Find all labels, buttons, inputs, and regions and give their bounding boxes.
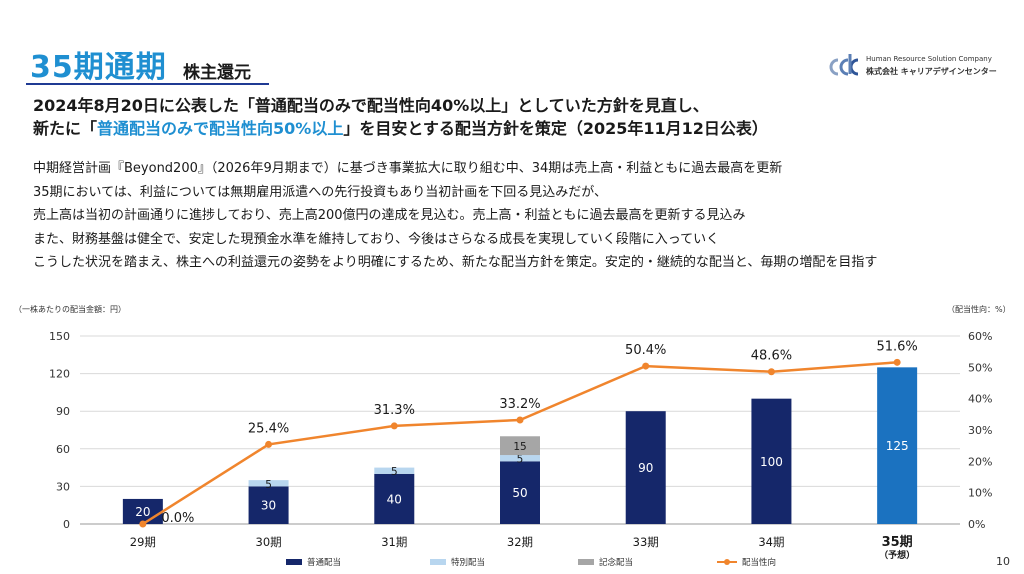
bar-segment <box>374 467 415 474</box>
page-title: 35期通期 <box>30 50 167 85</box>
x-tick-label: 35期 <box>882 535 913 550</box>
x-tick-label: 31期 <box>381 535 407 549</box>
right-axis-unit-note: （配当性向：%） <box>947 305 1011 314</box>
bar-segment <box>374 473 415 524</box>
payout-ratio-point <box>516 416 524 424</box>
bar-value-label: 20 <box>135 505 150 519</box>
bar-segment <box>877 367 918 524</box>
legend-label-special: 特別配当 <box>451 558 486 568</box>
bar-value-label: 90 <box>638 461 653 475</box>
x-tick-label: 33期 <box>633 535 659 549</box>
bar-value-label: 15 <box>513 441 526 453</box>
y2-tick-label: 60% <box>968 330 992 343</box>
legend-label-payout: 配当性向 <box>742 558 777 568</box>
payout-ratio-point <box>139 520 147 528</box>
body-line: また、財務基盤は健全で、安定した現預金水準を維持しており、今後はさらなる成長を実… <box>33 231 720 247</box>
x-tick-label: 29期 <box>130 535 156 549</box>
body-line: 売上高は当初の計画通りに進捗しており、売上高200億円の達成を見込む。売上高・利… <box>33 208 746 223</box>
y-tick-label: 120 <box>49 368 70 381</box>
legend-item-special: 特別配当 <box>430 556 485 568</box>
y-tick-label: 90 <box>56 405 70 418</box>
legend-swatch-special <box>430 559 446 565</box>
logo-english-text: Human Resource Solution Company <box>866 55 992 63</box>
payout-ratio-point <box>893 358 901 366</box>
forecast-label: （予想） <box>879 549 915 561</box>
title-underline <box>26 83 269 85</box>
payout-ratio-point <box>265 440 273 448</box>
body-line: 35期においては、利益については無期雇用派遣への先行投資もあり当初計画を下回る見… <box>33 184 607 200</box>
y2-tick-label: 20% <box>968 455 992 468</box>
y2-tick-label: 30% <box>968 424 992 437</box>
bar-segment <box>751 398 792 524</box>
bar-value-label: 125 <box>886 439 909 453</box>
payout-ratio-point <box>390 422 398 430</box>
bar-segment <box>248 480 289 487</box>
lead-line-2: 新たに「普通配当のみで配当性向50%以上」を目安とする配当方針を策定（2025年… <box>33 117 768 140</box>
legend-item-payout: 配当性向 <box>717 556 776 568</box>
bar-segment <box>625 411 666 524</box>
y2-tick-label: 50% <box>968 361 992 374</box>
bar-segment <box>500 461 540 524</box>
y-tick-label: 60 <box>56 443 70 456</box>
y-tick-label: 150 <box>49 330 70 343</box>
lead-statement: 2024年8月20日に公表した「普通配当のみで配当性向40%以上」としていた方針… <box>33 94 768 140</box>
y-tick-label: 0 <box>63 518 70 531</box>
page-number: 10 <box>996 555 1010 568</box>
bar-value-label: 40 <box>387 492 402 506</box>
legend-label-commemorative: 記念配当 <box>599 558 634 568</box>
body-paragraph: 中期経営計画『Beyond200』（2026年9月期まで）に基づき事業拡大に取り… <box>33 157 877 275</box>
bar-segment <box>500 455 540 462</box>
y-tick-label: 30 <box>56 480 70 493</box>
left-axis-unit-note: （一株あたりの配当金額：円） <box>14 305 126 314</box>
legend-swatch-regular <box>286 559 302 565</box>
legend-swatch-commemorative <box>578 559 594 565</box>
bar-value-label: 50 <box>512 486 527 500</box>
bar-value-label: 5 <box>265 479 272 491</box>
bar-segment <box>122 498 163 524</box>
bar-value-label: 100 <box>760 455 783 469</box>
payout-ratio-label: 50.4% <box>625 343 666 358</box>
payout-ratio-label: 25.4% <box>248 421 289 436</box>
x-tick-label: 34期 <box>758 535 784 549</box>
payout-ratio-point <box>642 362 650 370</box>
payout-ratio-label: 33.2% <box>499 397 540 412</box>
bar-value-label: 5 <box>391 466 398 478</box>
legend-item-regular: 普通配当 <box>286 556 341 568</box>
x-tick-label: 30期 <box>256 535 282 549</box>
legend-swatch-payout <box>717 559 737 565</box>
lead-highlight: 普通配当のみで配当性向50%以上 <box>97 119 344 138</box>
y2-tick-label: 40% <box>968 393 992 406</box>
lead-line-2-post: 」を目安とする配当方針を策定（2025年11月12日公表） <box>343 119 768 138</box>
page-subtitle: 株主還元 <box>183 63 251 83</box>
legend-label-regular: 普通配当 <box>307 558 342 568</box>
body-line: こうした状況を踏まえ、株主への利益還元の姿勢をより明確にするため、新たな配当方針… <box>33 255 878 270</box>
bar-value-label: 5 <box>517 454 524 466</box>
bar-value-label: 30 <box>261 499 276 513</box>
payout-ratio-point <box>767 368 775 376</box>
y2-tick-label: 10% <box>968 487 992 500</box>
company-logo: Human Resource Solution Company 株式会社 キャリ… <box>828 52 1003 82</box>
lead-line-1: 2024年8月20日に公表した「普通配当のみで配当性向40%以上」としていた方針… <box>33 96 709 115</box>
lead-line-2-pre: 新たに「 <box>33 119 98 138</box>
cdc-logo-icon <box>829 54 859 76</box>
x-tick-label: 32期 <box>507 535 533 549</box>
payout-ratio-label: 31.3% <box>374 403 415 418</box>
y2-tick-label: 0% <box>968 518 985 531</box>
bar-segment <box>500 436 540 456</box>
logo-japanese-text: 株式会社 キャリアデザインセンター <box>866 67 997 76</box>
bar-segment <box>248 486 289 524</box>
legend-item-commemorative: 記念配当 <box>578 556 633 568</box>
payout-ratio-label: 48.6% <box>751 349 792 364</box>
payout-ratio-label: 51.6% <box>876 339 917 354</box>
payout-ratio-label: 0.0% <box>161 511 194 526</box>
body-line: 中期経営計画『Beyond200』（2026年9月期まで）に基づき事業拡大に取り… <box>33 161 783 176</box>
